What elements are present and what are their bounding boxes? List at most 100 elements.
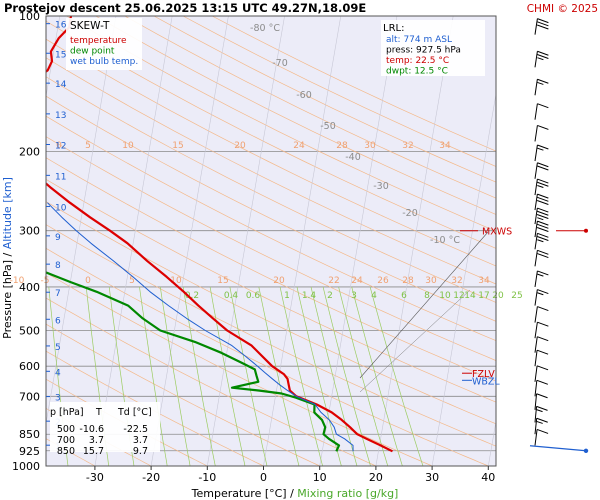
- dry-adiabat-label: -20: [402, 208, 418, 219]
- auxiliary-lines: [359, 231, 489, 393]
- wind-barb-feather: [536, 379, 549, 385]
- x-tick-label: 40: [481, 471, 495, 484]
- isotherm: [207, 16, 285, 466]
- wind-barbs: [529, 18, 589, 453]
- wind-barb-staff: [534, 336, 538, 353]
- legend-item-temperature: temperature: [70, 36, 127, 46]
- wind-barb-half-feather: [536, 420, 543, 424]
- isotherm-label: 10: [122, 141, 134, 151]
- parcel-guide-line: [359, 231, 489, 379]
- legend-item-dew-point: dew point: [70, 47, 115, 57]
- isotherm-label: 15: [172, 141, 183, 151]
- wind-barb-feather: [537, 181, 549, 187]
- wind-barb-staff: [534, 125, 538, 142]
- altitude-tick-label: 9: [55, 233, 61, 243]
- wind-barb: [534, 193, 549, 211]
- levels-table-cell: 15.7: [83, 446, 104, 457]
- wind-barb-staff: [534, 103, 538, 120]
- mxws-label: MXWS: [482, 227, 512, 238]
- wind-barb: [534, 78, 549, 96]
- wind-barb-feather: [536, 365, 549, 371]
- wind-barb-feather: [537, 103, 549, 109]
- isotherm-label: 20: [234, 141, 246, 151]
- wind-barb: [534, 124, 549, 142]
- y-axis-title: Pressure [hPa] / Altitude [km]: [1, 177, 14, 339]
- wind-barb-half-feather: [537, 239, 544, 243]
- fzlv-label: FZLV: [472, 369, 495, 380]
- mixing-ratio-line: [182, 286, 216, 466]
- isotherm: [46, 16, 61, 99]
- isotherm-label: 28: [336, 141, 348, 151]
- dry-adiabat: [46, 323, 320, 466]
- isotherm-label: 32: [402, 141, 413, 151]
- isotherm: [150, 16, 229, 466]
- dry-adiabat: [46, 38, 496, 267]
- isotherm: [488, 419, 496, 466]
- dry-adiabat: [46, 178, 496, 403]
- wind-barb: [534, 270, 549, 288]
- wind-barb: [534, 428, 549, 446]
- altitude-tick-label: 10: [55, 203, 67, 213]
- altitude-tick-label: 13: [55, 111, 66, 121]
- isotherm-label: 34: [478, 276, 490, 286]
- isotherm-label: 22: [328, 276, 339, 286]
- wind-barb: [534, 162, 549, 179]
- wind-barb: [534, 306, 549, 323]
- mixing-ratio-line: [369, 286, 424, 466]
- dry-adiabat: [46, 247, 489, 466]
- wind-barb-feather: [537, 232, 549, 238]
- wbzl-label: WBZL: [472, 376, 500, 387]
- lrl-line: press: 927.5 hPa: [386, 46, 461, 56]
- mixing-ratio-label: 20: [492, 291, 504, 301]
- dry-adiabat: [95, 16, 496, 215]
- wind-barb-feather: [537, 196, 549, 202]
- wind-barb-feather: [536, 405, 548, 411]
- wind-barb: [534, 393, 548, 410]
- wind-barb-staff: [534, 322, 538, 339]
- wind-barb-staff: [534, 194, 538, 211]
- wind-barb: [534, 365, 549, 382]
- mixing-ratio-label: 8: [424, 291, 430, 301]
- wind-barb-staff: [534, 429, 538, 446]
- dry-adiabat-label: -40: [345, 152, 361, 163]
- dry-adiabat: [46, 157, 496, 382]
- isotherm-lines: [46, 16, 496, 466]
- x-tick-label: 0: [260, 471, 267, 484]
- mixing-ratio-label: 17: [478, 291, 489, 301]
- x-axis-title-temperature: Temperature [°C]: [191, 487, 290, 500]
- wind-barb-staff: [534, 178, 538, 196]
- wind-barb-feather: [537, 253, 549, 259]
- mixing-ratio-label: 3: [351, 291, 357, 301]
- isotherm-label: 5: [129, 276, 135, 286]
- wind-barb-feather: [537, 78, 549, 84]
- legend-box: [66, 18, 142, 70]
- levels-table-cell: 3.7: [133, 435, 148, 446]
- isotherm: [94, 16, 173, 466]
- wind-barb-feather: [537, 18, 549, 24]
- dry-adiabat: [46, 224, 496, 447]
- isotherm-label: 26: [377, 276, 389, 286]
- isotherm-label: 24: [293, 141, 305, 151]
- wind-barb-feather: [536, 428, 549, 434]
- wind-barb-feather: [537, 210, 549, 216]
- isotherm-label: 28: [402, 276, 414, 286]
- x-axis-title: Temperature [°C] / Mixing ratio [g/kg]: [191, 487, 399, 500]
- wind-barb-feather: [537, 178, 549, 184]
- mixing-ratio-label: 0.4: [224, 291, 239, 301]
- lrl-line: temp: 22.5 °C: [386, 56, 449, 66]
- y-axis-title-pressure: Pressure [hPa]: [1, 256, 14, 338]
- mixing-ratio-label: 1.4: [302, 291, 317, 301]
- mixing-ratio-line: [209, 286, 246, 466]
- dry-adiabat: [46, 76, 496, 303]
- wind-barb-feather: [537, 336, 549, 342]
- wind-barb-feather: [537, 220, 549, 226]
- wind-barb: [534, 232, 549, 250]
- altitude-tick-label: 14: [55, 80, 67, 90]
- wind-barb: [534, 379, 549, 397]
- wind-barb: [534, 103, 549, 120]
- isotherm-label: 32: [451, 276, 462, 286]
- wind-barb-half-feather: [537, 57, 544, 61]
- wind-barb-feather: [537, 144, 549, 150]
- wind-barb-staff: [534, 233, 538, 250]
